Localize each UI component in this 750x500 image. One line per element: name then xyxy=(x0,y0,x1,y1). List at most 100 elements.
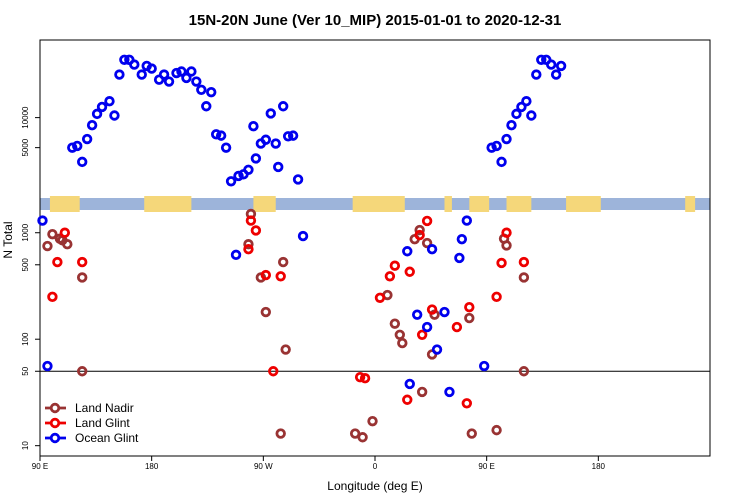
land-glint-point xyxy=(414,229,425,241)
ocean-glint-point xyxy=(496,156,507,168)
land-nadir-point xyxy=(42,240,53,252)
land-segment xyxy=(469,196,490,212)
ocean-glint-point xyxy=(201,101,212,112)
plot-frame xyxy=(39,39,711,457)
land-nadir-point xyxy=(501,240,512,251)
ocean-glint-point xyxy=(439,306,450,318)
ocean-glint-point xyxy=(158,69,170,80)
x-tick-label: 180 xyxy=(592,462,606,471)
land-glint-point xyxy=(52,256,63,268)
land-nadir-point xyxy=(62,239,73,250)
ocean-glint-point xyxy=(243,164,254,175)
land-segment xyxy=(566,196,601,212)
plot-axes: 90 E 180 90 W 0 90 E 180 5000 10000 10 50 100 500 10… xyxy=(21,39,711,471)
land-segment xyxy=(49,196,80,212)
ocean-glint-point xyxy=(461,215,473,226)
ocean-glint-point xyxy=(191,76,202,87)
ocean-glint-point xyxy=(521,96,532,107)
ocean-glint-point xyxy=(526,110,537,121)
x-tick-label: 90 E xyxy=(478,462,494,471)
ocean-glint-point xyxy=(196,84,207,96)
ocean-glint-point xyxy=(260,134,272,145)
ocean-glint-point xyxy=(516,101,527,113)
land-glint-point xyxy=(59,227,71,238)
land-nadir-point xyxy=(421,237,433,249)
ocean-glint-point xyxy=(486,142,497,153)
y-axis-label: N Total xyxy=(1,221,15,258)
y-tick-label: 500 xyxy=(21,258,30,272)
ocean-glint-point xyxy=(215,130,227,141)
ocean-glint-point xyxy=(297,230,309,242)
land-glint-point xyxy=(260,269,272,281)
land-glint-point xyxy=(384,271,396,282)
land-nadir-point xyxy=(76,272,88,283)
land-nadir-point xyxy=(397,337,408,349)
ocean-glint-point xyxy=(163,76,175,87)
x-tick-label: 90 W xyxy=(254,462,273,471)
ocean-glint-point xyxy=(404,378,415,390)
chart-title: 15N-20N June (Ver 10_MIP) 2015-01-01 to … xyxy=(189,12,562,29)
ocean-glint-point xyxy=(491,140,502,152)
ocean-glint-point xyxy=(233,170,244,182)
land-mask-band xyxy=(40,196,710,212)
land-segment xyxy=(352,196,405,212)
land-nadir-point xyxy=(466,428,477,439)
ocean-glint-point xyxy=(421,321,433,333)
land-glint-point xyxy=(518,256,530,268)
ocean-glint-point xyxy=(444,386,455,398)
land-glint-point xyxy=(245,215,257,226)
land-glint-point xyxy=(275,271,286,282)
ocean-glint-point xyxy=(287,130,299,141)
land-glint-point xyxy=(47,291,58,303)
ocean-glint-point xyxy=(37,215,48,226)
legend-marker-land-glint xyxy=(49,417,61,429)
x-tick-label: 90 E xyxy=(32,462,48,471)
land-glint-point xyxy=(402,394,413,405)
y-tick-label: 10000 xyxy=(21,106,30,129)
land-glint-point xyxy=(404,266,415,277)
ocean-glint-point xyxy=(171,67,182,79)
ocean-glint-point xyxy=(136,69,147,80)
land-glint-point xyxy=(243,244,254,255)
land-glint-point xyxy=(461,398,473,409)
ocean-glint-point xyxy=(506,119,517,131)
land-glint-point xyxy=(76,256,88,268)
legend-label-land-glint: Land Glint xyxy=(75,416,130,430)
ocean-glint-point xyxy=(206,86,217,98)
land-glint-point xyxy=(491,291,502,303)
ocean-glint-point xyxy=(265,108,276,119)
land-nadir-point xyxy=(518,366,530,377)
ocean-glint-point xyxy=(210,129,222,140)
land-glint-point xyxy=(501,227,512,238)
land-nadir-point xyxy=(416,386,428,398)
ocean-glint-point xyxy=(109,110,120,121)
land-nadir-point xyxy=(357,432,368,443)
legend-marker-ocean-glint xyxy=(49,432,61,444)
land-segment xyxy=(176,196,192,212)
ocean-glint-point xyxy=(277,101,289,112)
ocean-glint-point xyxy=(81,133,93,145)
land-nadir-point xyxy=(277,256,289,268)
ocean-glint-point xyxy=(550,69,562,80)
ocean-glint-point xyxy=(129,59,140,70)
ocean-glint-point xyxy=(248,121,259,132)
land-nadir-point xyxy=(389,318,401,329)
ocean-glint-point xyxy=(555,60,567,72)
x-tick-label: 0 xyxy=(373,462,378,471)
ocean-glint-point xyxy=(225,176,237,187)
ocean-glint-point xyxy=(478,360,490,372)
ocean-glint-point xyxy=(86,119,98,131)
x-axis-label: Longitude (deg E) xyxy=(327,479,422,493)
land-nadir-point xyxy=(414,224,425,236)
data-points xyxy=(37,54,567,443)
land-segment xyxy=(444,196,452,212)
land-nadir-point xyxy=(518,272,530,283)
land-glint-point xyxy=(268,366,279,377)
ocean-glint-point xyxy=(91,108,103,120)
ocean-glint-point xyxy=(545,59,557,70)
land-nadir-point xyxy=(76,366,88,377)
ocean-glint-point xyxy=(67,142,78,153)
ocean-glint-point xyxy=(454,252,465,264)
land-nadir-point xyxy=(243,239,254,250)
